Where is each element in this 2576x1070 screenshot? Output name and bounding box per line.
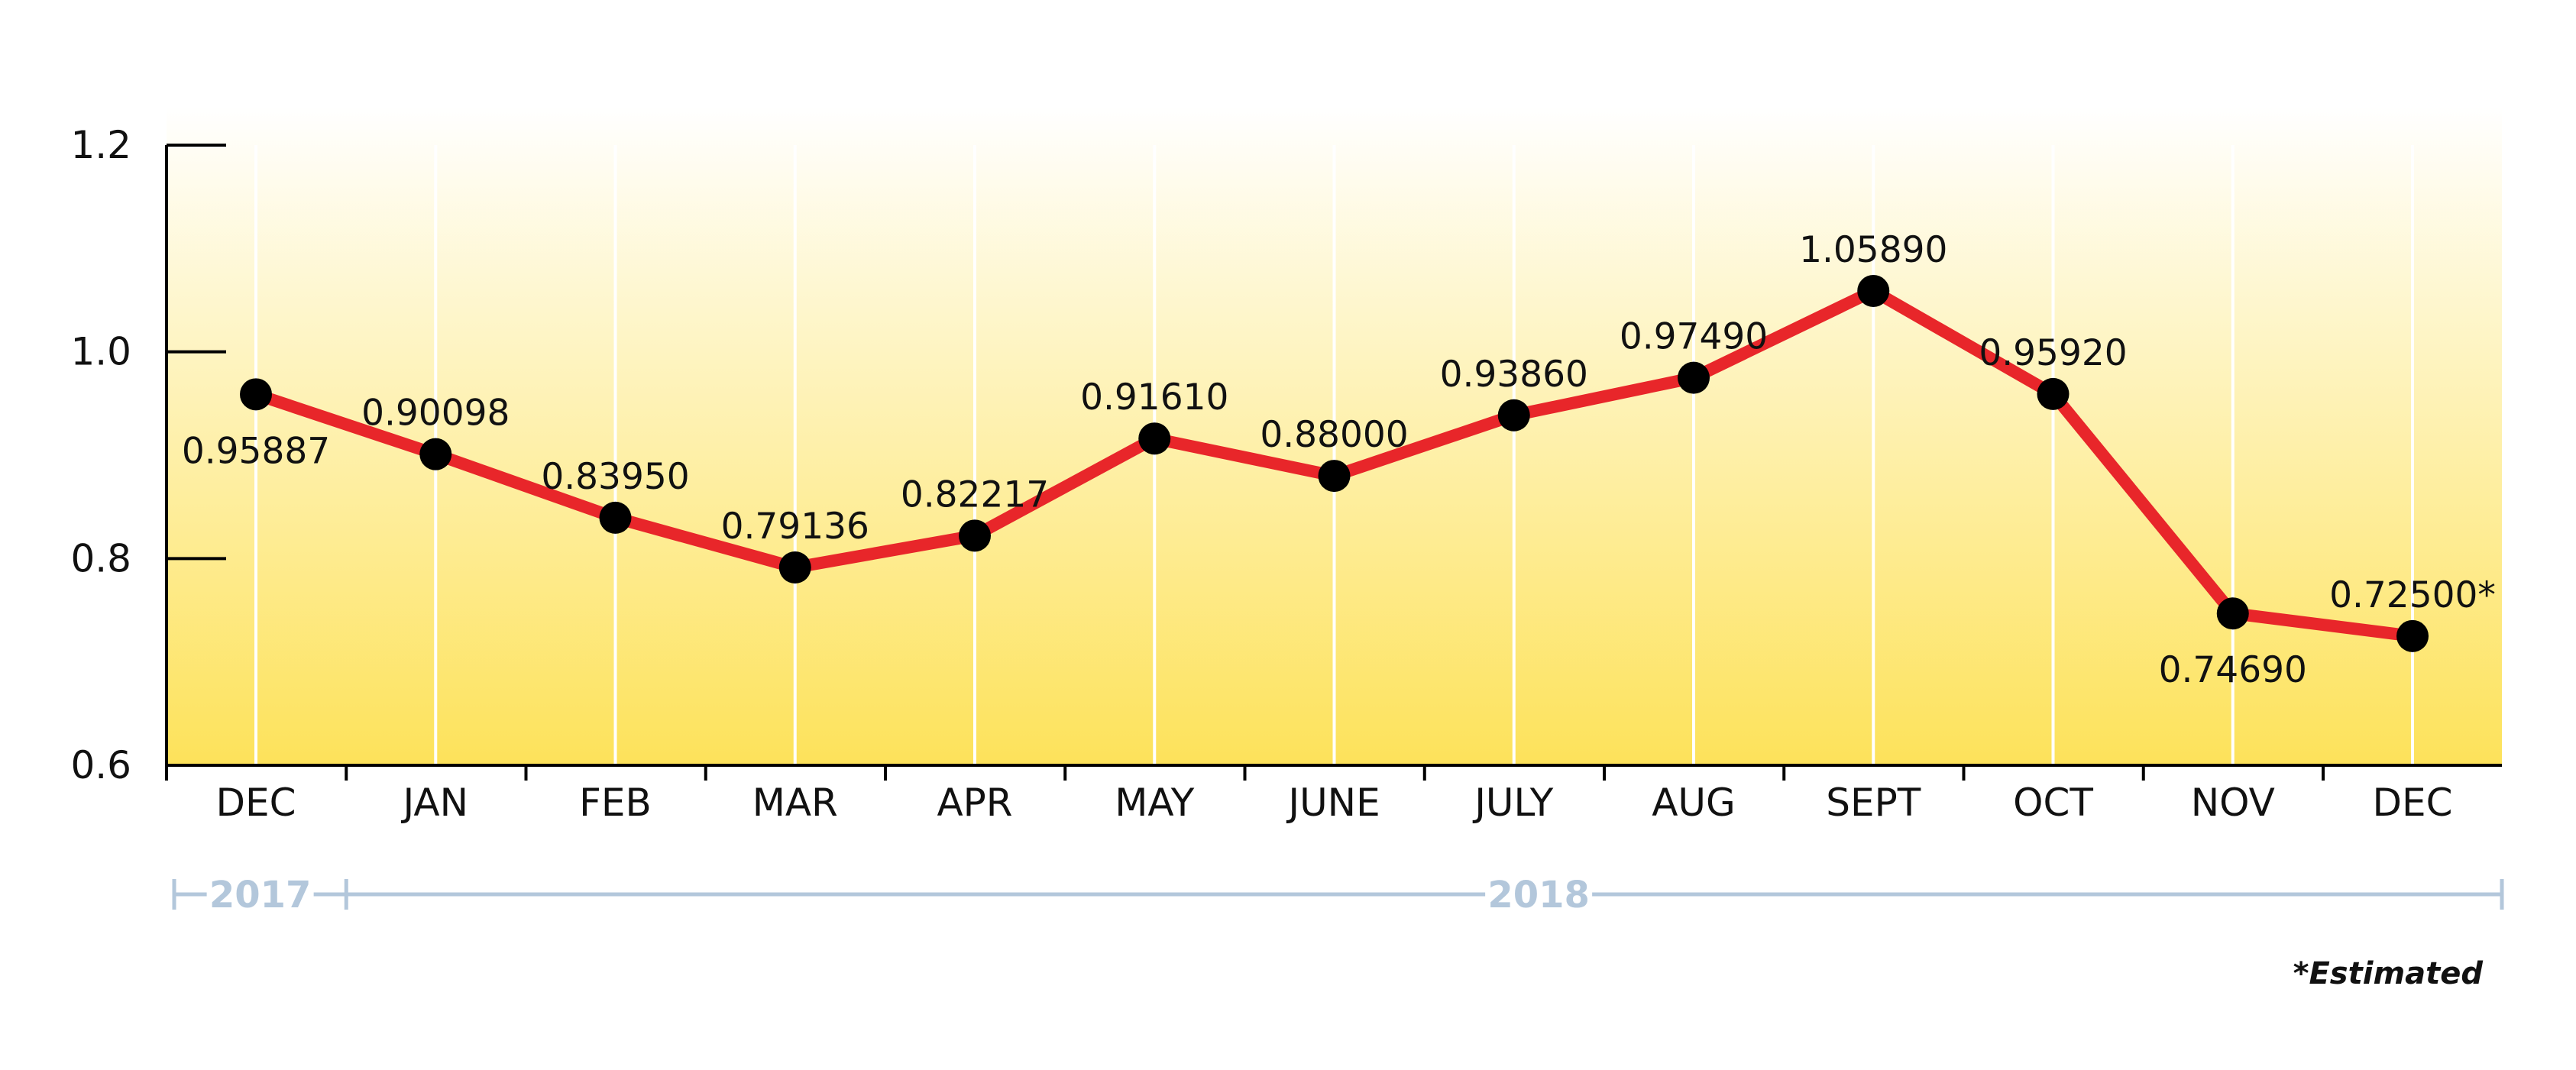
data-point	[2216, 597, 2249, 630]
x-tick-label: JULY	[1472, 781, 1554, 825]
year-bar: 2017 2018	[172, 874, 2504, 916]
data-point	[1857, 274, 1890, 307]
data-label: 0.83950	[541, 456, 689, 498]
data-label: 0.95920	[1979, 332, 2127, 374]
footnote: *Estimated	[2293, 956, 2484, 991]
x-tick-label: DEC	[2372, 781, 2452, 825]
data-point	[2037, 377, 2070, 410]
y-tick-label: 0.6	[70, 743, 131, 787]
data-point	[2396, 619, 2429, 652]
x-tick-label: SEPT	[1826, 781, 1921, 825]
axes	[165, 145, 2502, 767]
data-label: 0.72500*	[2329, 574, 2496, 616]
data-point	[1678, 361, 1710, 394]
x-tick-label: MAY	[1115, 781, 1194, 825]
data-point	[1497, 399, 1530, 432]
year-label-2018: 2018	[1487, 874, 1590, 916]
data-point	[1138, 422, 1171, 455]
x-tick-label: DEC	[215, 781, 296, 825]
data-label: 0.74690	[2159, 649, 2307, 691]
data-labels: 0.95887 0.90098 0.83950 0.79136 0.82217 0.916…	[182, 229, 2496, 691]
data-label: 0.97490	[1620, 316, 1768, 358]
x-tick-label: AUG	[1652, 781, 1736, 825]
y-tick-label: 1.2	[70, 123, 131, 167]
data-point	[1318, 460, 1351, 493]
y-tick-label: 1.0	[70, 330, 131, 374]
data-point	[419, 438, 452, 470]
data-label: 0.79136	[721, 506, 869, 548]
x-tick-label: OCT	[2013, 781, 2093, 825]
x-tick-label: JUNE	[1286, 781, 1380, 825]
data-point	[240, 378, 272, 411]
y-tick-label: 0.8	[70, 536, 131, 580]
x-tick-label: MAR	[752, 781, 838, 825]
data-label: 0.95887	[182, 430, 330, 472]
data-label: 0.82217	[901, 474, 1049, 516]
data-label: 0.93860	[1440, 354, 1588, 396]
data-label: 0.90098	[361, 393, 510, 435]
x-tick-label: NOV	[2191, 781, 2275, 825]
data-label: 1.05890	[1799, 229, 1947, 271]
year-label-2017: 2017	[209, 874, 312, 916]
data-point	[778, 551, 811, 584]
x-tick-label: FEB	[579, 781, 652, 825]
x-tick-label: JAN	[401, 781, 468, 825]
data-label: 0.88000	[1260, 414, 1408, 456]
data-label: 0.91610	[1080, 377, 1228, 419]
data-points	[240, 274, 2429, 652]
data-point	[959, 519, 991, 552]
y-axis-ticks: 0.6 0.8 1.0 1.2	[70, 123, 226, 787]
data-point	[599, 501, 632, 534]
x-axis-ticks: DEC JAN FEB MAR APR MAY JUNE JULY AUG SEPT OCT NOV D…	[165, 765, 2453, 825]
x-tick-label: APR	[937, 781, 1012, 825]
